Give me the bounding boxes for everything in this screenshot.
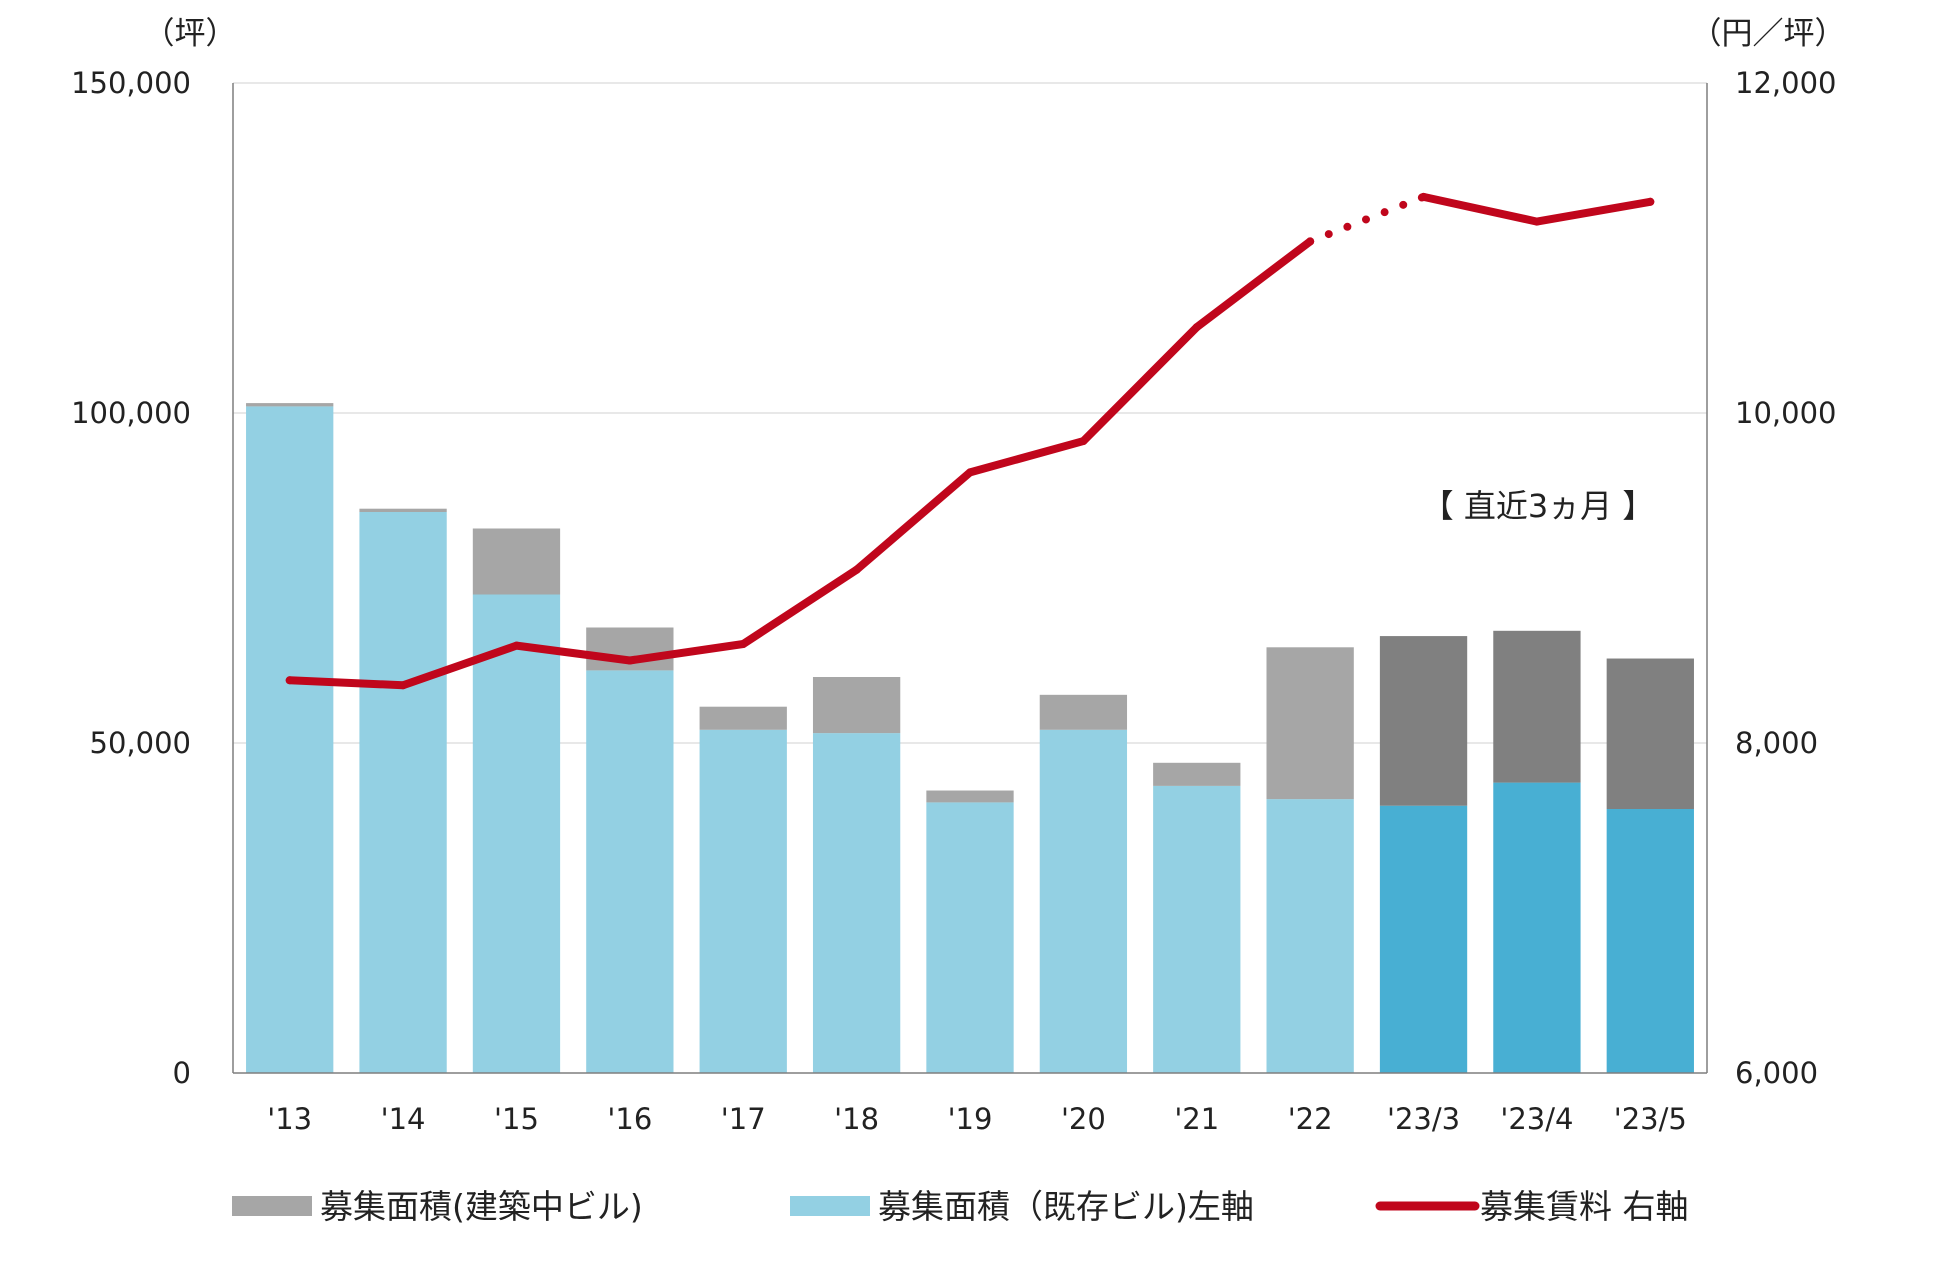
bar-existing-3	[586, 670, 674, 1073]
right-axis-unit: （円／坪）	[1691, 16, 1846, 52]
bar-construction-8	[1153, 762, 1241, 786]
x-tick-label-4: '17	[721, 1102, 766, 1136]
rent-point-7	[1079, 437, 1088, 446]
y-right-tick-label-1: 8,000	[1735, 726, 1818, 760]
y-right-tick-label-3: 12,000	[1735, 66, 1836, 100]
rent-point-10	[1419, 192, 1428, 201]
x-tick-label-2: '15	[494, 1102, 539, 1136]
gridlines	[233, 82, 1707, 744]
rent-point-12	[1646, 197, 1655, 206]
bar-existing-6	[926, 802, 1014, 1073]
bar-construction-7	[1039, 694, 1128, 730]
rent-point-1	[399, 681, 408, 690]
tick-labels: 0 50,000 100,000 150,000 6,000 8,000 10,000 12,…	[71, 66, 1836, 1136]
rent-point-4	[739, 640, 748, 648]
rent-line-solid-past	[285, 237, 1315, 690]
rent-point-8	[1192, 323, 1201, 332]
legend-swatch-existing	[790, 1196, 870, 1216]
x-tick-label-9: '22	[1288, 1102, 1333, 1136]
x-tick-label-10: '23/3	[1387, 1102, 1460, 1136]
x-tick-label-8: '21	[1174, 1102, 1219, 1136]
bar-existing-1	[359, 512, 447, 1073]
rent-point-9	[1306, 237, 1315, 246]
rent-line-dotted	[1306, 192, 1428, 246]
legend-swatch-construction	[232, 1196, 312, 1216]
bar-existing-9	[1266, 799, 1354, 1073]
bar-existing-2	[472, 594, 561, 1073]
bar-construction-4	[699, 706, 787, 730]
rent-point-5	[852, 565, 861, 574]
legend-label-existing: 募集面積（既存ビル)左軸	[878, 1187, 1254, 1226]
axes	[232, 83, 1708, 1074]
bar-construction-2	[472, 528, 561, 595]
bar-construction-0	[246, 403, 334, 407]
x-tick-label-0: '13	[267, 1102, 312, 1136]
bar-construction-9	[1266, 647, 1354, 800]
recent-months-annotation: 【 直近3ヵ月 】	[1422, 487, 1655, 525]
rent-line	[285, 192, 1655, 690]
bar-existing-10	[1379, 805, 1468, 1073]
x-tick-label-1: '14	[381, 1102, 426, 1136]
legend-label-construction: 募集面積(建築中ビル)	[320, 1187, 643, 1226]
y-right-tick-label-2: 10,000	[1735, 396, 1836, 430]
y-right-tick-label-0: 6,000	[1735, 1056, 1818, 1090]
rent-point-11	[1532, 217, 1541, 226]
x-tick-label-3: '16	[607, 1102, 652, 1136]
y-left-tick-label-0: 0	[173, 1056, 191, 1090]
bar-existing-11	[1493, 782, 1581, 1073]
bar-construction-11	[1493, 630, 1581, 783]
legend-label-rent: 募集賃料 右軸	[1480, 1187, 1689, 1226]
bar-existing-12	[1606, 809, 1694, 1073]
bar-existing-8	[1153, 785, 1241, 1073]
x-tick-label-12: '23/5	[1614, 1102, 1687, 1136]
x-tick-label-5: '18	[834, 1102, 879, 1136]
bar-existing-7	[1039, 729, 1128, 1073]
bar-existing-0	[246, 406, 334, 1073]
bar-construction-10	[1379, 636, 1468, 806]
bars	[246, 403, 1694, 1073]
x-tick-label-6: '19	[948, 1102, 993, 1136]
rent-point-6	[966, 468, 974, 477]
rent-point-0	[285, 676, 294, 685]
bar-existing-5	[812, 733, 901, 1073]
bar-construction-12	[1606, 658, 1694, 809]
y-left-tick-label-3: 150,000	[71, 66, 191, 100]
y-left-tick-label-2: 100,000	[71, 396, 191, 430]
bar-construction-6	[926, 790, 1014, 803]
y-left-tick-label-1: 50,000	[90, 726, 191, 760]
left-axis-unit: （坪）	[144, 16, 237, 52]
x-tick-label-7: '20	[1061, 1102, 1106, 1136]
rent-point-2	[512, 641, 521, 650]
rent-point-3	[625, 656, 634, 665]
bar-construction-5	[812, 677, 901, 734]
bar-existing-4	[699, 729, 787, 1073]
bar-construction-1	[359, 508, 447, 512]
legend: 募集面積(建築中ビル) 募集面積（既存ビル)左軸 募集賃料 右軸	[232, 1187, 1689, 1226]
x-tick-label-11: '23/4	[1500, 1102, 1573, 1136]
